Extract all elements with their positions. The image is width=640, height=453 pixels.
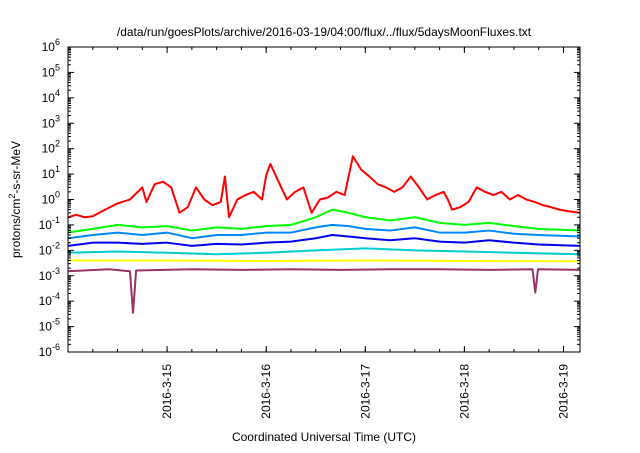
- x-tick-label: 2016-3-18: [457, 364, 471, 419]
- x-tick-label: 2016-3-19: [556, 364, 570, 419]
- y-tick-label: 103: [42, 113, 60, 130]
- series-line-0: [68, 155, 580, 219]
- y-tick-label: 104: [42, 88, 60, 105]
- y-tick-label: 102: [42, 139, 60, 156]
- series-line-3: [68, 234, 580, 247]
- y-tick-label: 10-4: [39, 291, 60, 308]
- y-tick-label: 10-2: [39, 240, 60, 257]
- plot-area: [68, 155, 580, 314]
- series-line-1: [68, 208, 580, 234]
- y-tick-label: 10-6: [39, 342, 60, 359]
- y-tick-label: 100: [42, 190, 60, 207]
- series-line-4: [68, 247, 580, 256]
- chart-title: /data/run/goesPlots/archive/2016-03-19/0…: [117, 25, 532, 39]
- y-tick-label: 10-3: [39, 266, 60, 283]
- series-line-2: [68, 223, 580, 240]
- y-tick-label: 10-1: [39, 215, 60, 232]
- x-axis-label: Coordinated Universal Time (UTC): [232, 430, 416, 444]
- y-tick-label: 105: [42, 62, 60, 79]
- plot-frame: [67, 46, 581, 353]
- x-tick-label: 2016-3-17: [358, 364, 372, 419]
- x-tick-label: 2016-3-16: [259, 364, 273, 419]
- series-line-6: [68, 268, 580, 314]
- y-tick-label: 106: [42, 37, 60, 54]
- y-axis-label: protons/cm2-s-sr-MeV: [7, 141, 23, 258]
- x-tick-label: 2016-3-15: [160, 364, 174, 419]
- y-tick-label: 10-5: [39, 317, 60, 334]
- y-tick-label: 101: [42, 164, 60, 181]
- series-line-5: [68, 259, 580, 263]
- y-axis-label-text: protons/cm2-s-sr-MeV: [7, 141, 23, 258]
- y-axis-ticks: 10-6 10-5 10-4 10-3 10-2 10-1 100 101 102 103 104 1…: [39, 37, 580, 359]
- x-axis-ticks: 2016-3-15 2016-3-16 2016-3-17 2016-3-18 2016…: [67, 47, 570, 419]
